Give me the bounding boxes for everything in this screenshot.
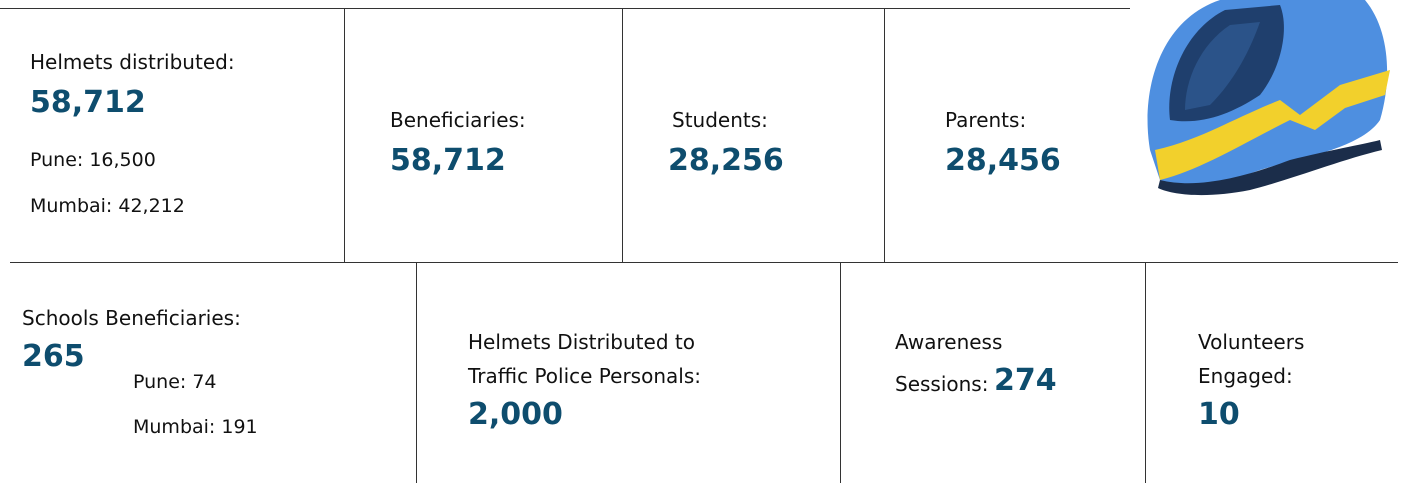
divider	[10, 262, 1398, 263]
stat-label: Beneficiaries:	[390, 110, 526, 130]
divider	[622, 8, 623, 262]
stat-breakdown: Pune: 74	[133, 373, 217, 392]
divider	[416, 262, 417, 483]
stat-label: Schools Beneficiaries:	[22, 308, 241, 328]
stat-value: 265	[22, 342, 85, 372]
stat-label: Helmets Distributed to	[468, 332, 695, 352]
stat-breakdown: Pune: 16,500	[30, 151, 156, 170]
stat-label: Volunteers	[1198, 332, 1304, 352]
stat-label: Helmets distributed:	[30, 52, 235, 72]
divider	[0, 8, 1130, 9]
stat-label: Engaged:	[1198, 366, 1293, 386]
stat-label: Awareness	[895, 332, 1002, 352]
stat-label: Traffic Police Personals:	[468, 366, 701, 386]
stat-value: 10	[1198, 400, 1240, 430]
stat-value: 58,712	[30, 88, 146, 118]
stat-breakdown: Mumbai: 191	[133, 418, 258, 437]
stat-value: 2,000	[468, 400, 563, 430]
helmet-illustration	[1140, 0, 1395, 200]
stat-value: 28,456	[945, 146, 1061, 176]
stat-value: 274	[994, 366, 1057, 396]
stat-label: Sessions:	[895, 374, 988, 394]
divider	[1145, 262, 1146, 483]
stat-value: 58,712	[390, 146, 506, 176]
stat-breakdown: Mumbai: 42,212	[30, 197, 185, 216]
stats-panel: Helmets distributed: 58,712 Pune: 16,500…	[0, 0, 1402, 483]
divider	[840, 262, 841, 483]
stat-label: Students:	[672, 110, 768, 130]
stat-value: 28,256	[668, 146, 784, 176]
divider	[344, 8, 345, 262]
divider	[884, 8, 885, 262]
stat-label: Parents:	[945, 110, 1026, 130]
